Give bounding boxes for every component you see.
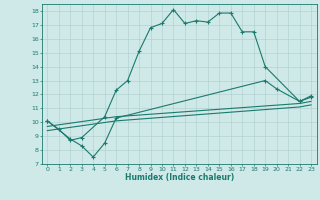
X-axis label: Humidex (Indice chaleur): Humidex (Indice chaleur): [124, 173, 234, 182]
